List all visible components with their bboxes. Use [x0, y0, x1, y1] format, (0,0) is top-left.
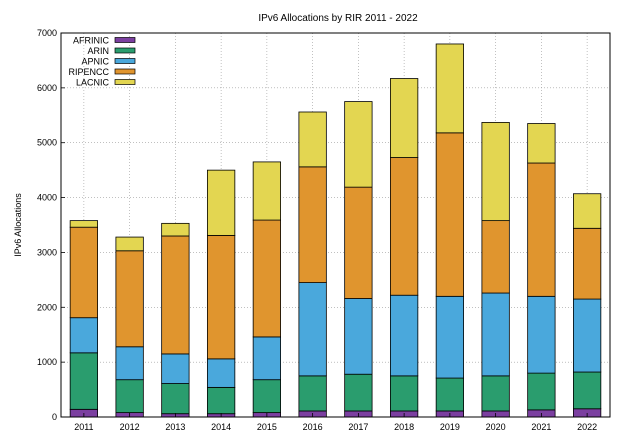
- y-tick-label: 0: [52, 412, 57, 422]
- x-tick-label: 2011: [74, 422, 93, 432]
- bar-arin-2022: [573, 371, 602, 410]
- bar-lacnic-2014: [206, 169, 236, 236]
- y-axis-label: IPv6 Allocations: [13, 193, 23, 257]
- x-tick-label: 2016: [303, 422, 323, 432]
- y-tick-label: 1000: [37, 357, 57, 367]
- bar-lacnic-2021: [527, 123, 556, 164]
- y-tick-label: 7000: [37, 28, 57, 38]
- bar-ripencc-2016: [298, 166, 327, 283]
- bar-arin-2014: [206, 386, 236, 415]
- bar-lacnic-2011: [69, 220, 99, 228]
- bar-apnic-2014: [206, 358, 236, 388]
- bar-arin-2015: [252, 379, 281, 414]
- x-tick-label: 2017: [348, 422, 368, 432]
- x-tick-label: 2020: [486, 422, 506, 432]
- x-tick-label: 2019: [440, 422, 460, 432]
- bar-arin-2011: [69, 352, 99, 410]
- legend-swatch-afrinic: [114, 37, 136, 43]
- legend-label-lacnic: LACNIC: [76, 78, 110, 88]
- bar-ripencc-2019: [435, 132, 464, 297]
- bar-arin-2017: [344, 373, 373, 412]
- legend-label-apnic: APNIC: [81, 57, 109, 67]
- chart-title: IPv6 Allocations by RIR 2011 - 2022: [258, 13, 418, 24]
- bar-ripencc-2017: [344, 186, 373, 299]
- x-tick-label: 2012: [120, 422, 140, 432]
- bar-ripencc-2020: [481, 220, 510, 294]
- y-tick-label: 2000: [37, 302, 57, 312]
- bar-ripencc-2022: [573, 227, 602, 300]
- legend-swatch-arin: [114, 47, 136, 54]
- bars-group: [69, 43, 602, 418]
- bar-ripencc-2021: [527, 162, 556, 297]
- bar-arin-2012: [115, 379, 144, 414]
- bar-ripencc-2012: [115, 250, 144, 348]
- bar-apnic-2020: [481, 292, 510, 377]
- legend-label-ripencc: RIPENCC: [68, 67, 109, 77]
- x-tick-label: 2015: [257, 422, 277, 432]
- legend-label-afrinic: AFRINIC: [73, 36, 110, 46]
- bar-lacnic-2015: [252, 161, 281, 221]
- bar-lacnic-2016: [298, 111, 327, 168]
- bar-apnic-2013: [161, 353, 190, 384]
- bar-ripencc-2011: [69, 226, 99, 319]
- legend-swatch-apnic: [114, 58, 136, 64]
- y-tick-label: 3000: [37, 247, 57, 257]
- bar-lacnic-2019: [435, 43, 464, 134]
- y-tick-label: 4000: [37, 193, 57, 203]
- x-tick-label: 2014: [211, 422, 231, 432]
- bar-arin-2013: [161, 383, 190, 415]
- bar-apnic-2017: [344, 298, 373, 375]
- bar-lacnic-2018: [389, 78, 419, 158]
- bar-arin-2018: [389, 375, 419, 412]
- legend-label-arin: ARIN: [87, 46, 109, 56]
- y-tick-label: 5000: [37, 138, 57, 148]
- bar-apnic-2018: [389, 294, 419, 377]
- bar-arin-2021: [527, 372, 556, 411]
- bar-ripencc-2014: [206, 235, 236, 360]
- bar-ripencc-2015: [252, 219, 281, 338]
- y-tick-label: 6000: [37, 83, 57, 93]
- x-tick-label: 2022: [577, 422, 597, 432]
- bar-lacnic-2020: [481, 122, 510, 222]
- bar-apnic-2012: [115, 346, 144, 381]
- bar-apnic-2011: [69, 317, 99, 354]
- bar-apnic-2016: [298, 282, 327, 377]
- bar-apnic-2022: [573, 298, 602, 373]
- bar-ripencc-2018: [389, 157, 419, 296]
- x-tick-label: 2018: [394, 422, 414, 432]
- bar-lacnic-2012: [115, 236, 144, 252]
- bar-arin-2016: [298, 375, 327, 412]
- plot-frame: [60, 32, 611, 418]
- legend-swatch-lacnic: [114, 79, 136, 85]
- bar-apnic-2019: [435, 295, 464, 379]
- bar-lacnic-2022: [573, 193, 602, 229]
- x-tick-label: 2013: [165, 422, 185, 432]
- bar-apnic-2021: [527, 295, 556, 374]
- bar-arin-2019: [435, 377, 464, 412]
- bar-lacnic-2017: [344, 101, 373, 188]
- bar-apnic-2015: [252, 336, 281, 381]
- bar-ripencc-2013: [161, 235, 190, 355]
- legend-swatch-ripencc: [114, 68, 136, 75]
- axes: 0 1000 2000 3000 4000 5000 6000 7000 2011 2012 201…: [37, 28, 611, 432]
- x-tick-label: 2021: [531, 422, 551, 432]
- bar-lacnic-2013: [161, 222, 190, 237]
- bar-arin-2020: [481, 375, 510, 412]
